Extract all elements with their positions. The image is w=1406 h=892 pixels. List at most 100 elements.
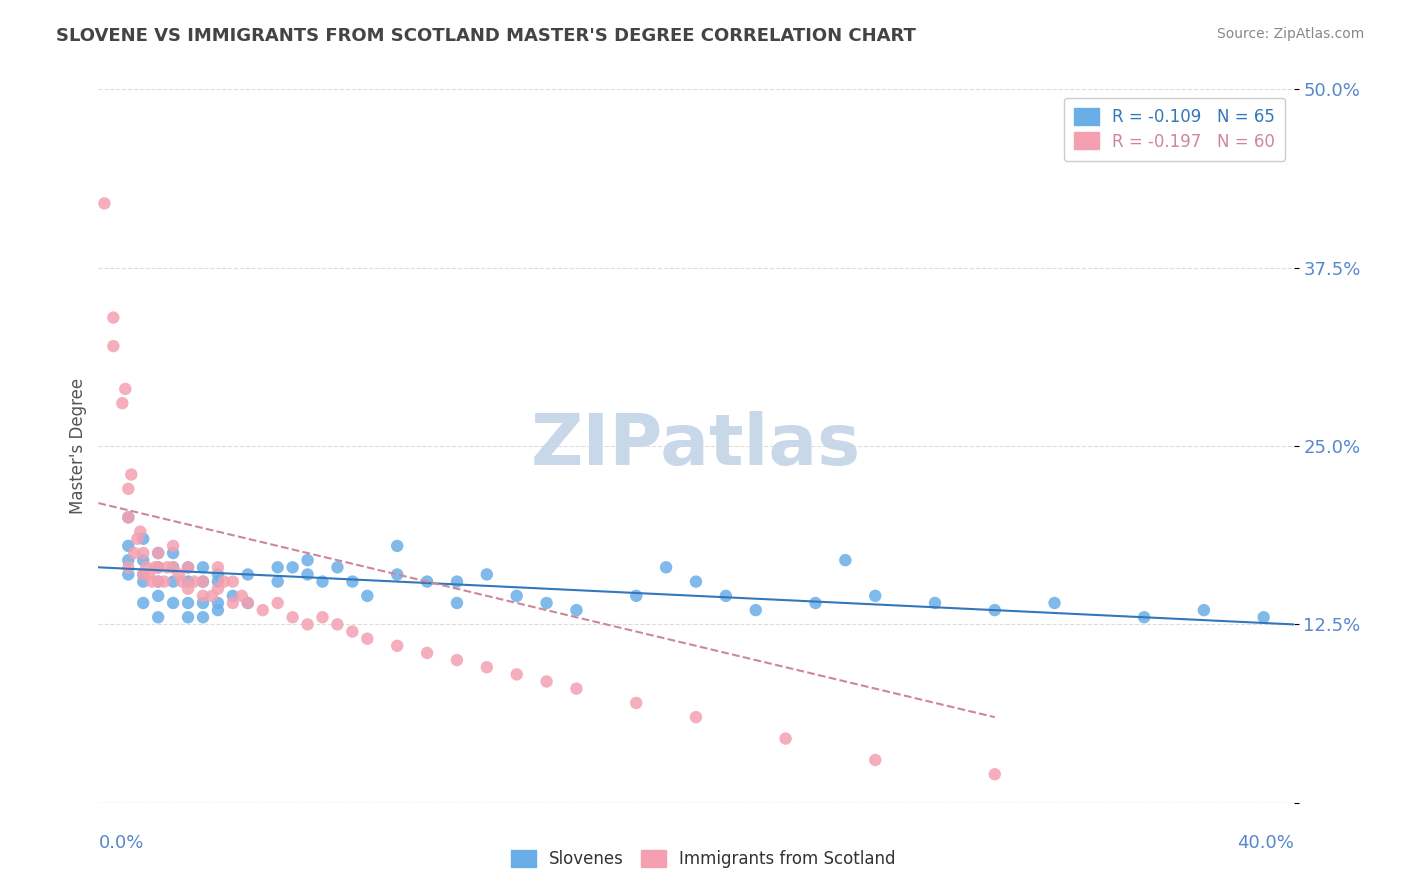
Point <box>183 574 205 589</box>
Point <box>167 567 190 582</box>
Point <box>162 596 184 610</box>
Point <box>342 624 364 639</box>
Text: 0.0%: 0.0% <box>98 834 143 852</box>
Point <box>834 553 856 567</box>
Point <box>983 603 1005 617</box>
Point <box>385 639 409 653</box>
Point <box>132 567 155 582</box>
Point <box>356 589 378 603</box>
Point <box>536 674 558 689</box>
Point <box>191 596 214 610</box>
Point <box>311 574 333 589</box>
Point <box>114 382 136 396</box>
Point <box>148 574 170 589</box>
Point <box>1253 610 1275 624</box>
Point <box>624 696 647 710</box>
Point <box>207 582 229 596</box>
Point <box>446 596 468 610</box>
Point <box>191 589 214 603</box>
Point <box>148 560 170 574</box>
Point <box>93 196 115 211</box>
Point <box>191 610 214 624</box>
Point <box>222 574 245 589</box>
Point <box>236 596 259 610</box>
Point <box>177 560 200 574</box>
Legend: R = -0.109   N = 65, R = -0.197   N = 60: R = -0.109 N = 65, R = -0.197 N = 60 <box>1064 97 1285 161</box>
Point <box>117 553 139 567</box>
Point <box>252 603 274 617</box>
Point <box>148 546 170 560</box>
Point <box>162 539 184 553</box>
Text: SLOVENE VS IMMIGRANTS FROM SCOTLAND MASTER'S DEGREE CORRELATION CHART: SLOVENE VS IMMIGRANTS FROM SCOTLAND MAST… <box>56 27 917 45</box>
Point <box>297 617 319 632</box>
Point <box>162 574 184 589</box>
Point <box>207 560 229 574</box>
Point <box>297 567 319 582</box>
Point <box>191 574 214 589</box>
Point <box>745 603 768 617</box>
Text: 40.0%: 40.0% <box>1237 834 1294 852</box>
Point <box>506 667 529 681</box>
Point <box>143 560 166 574</box>
Point <box>565 603 588 617</box>
Point <box>385 567 409 582</box>
Point <box>222 589 245 603</box>
Point <box>1192 603 1215 617</box>
Point <box>148 574 170 589</box>
Point <box>685 710 707 724</box>
Point <box>132 574 155 589</box>
Point <box>236 596 259 610</box>
Point <box>117 510 139 524</box>
Point <box>111 396 134 410</box>
Point <box>475 567 498 582</box>
Point <box>177 574 200 589</box>
Point <box>207 567 229 582</box>
Point <box>120 467 142 482</box>
Point <box>416 646 439 660</box>
Point <box>191 560 214 574</box>
Point <box>536 596 558 610</box>
Point <box>416 574 439 589</box>
Point <box>162 560 184 574</box>
Point <box>212 574 235 589</box>
Text: Source: ZipAtlas.com: Source: ZipAtlas.com <box>1216 27 1364 41</box>
Point <box>117 510 139 524</box>
Point <box>1043 596 1066 610</box>
Point <box>804 596 827 610</box>
Point <box>775 731 797 746</box>
Point <box>117 539 139 553</box>
Point <box>267 560 290 574</box>
Point <box>148 589 170 603</box>
Point <box>506 589 529 603</box>
Point <box>191 574 214 589</box>
Point <box>129 524 152 539</box>
Point <box>222 596 245 610</box>
Point <box>103 339 125 353</box>
Point <box>148 560 170 574</box>
Point <box>685 574 707 589</box>
Point <box>983 767 1005 781</box>
Point <box>714 589 737 603</box>
Point <box>124 546 146 560</box>
Point <box>865 589 887 603</box>
Point <box>924 596 946 610</box>
Point <box>207 574 229 589</box>
Point <box>356 632 378 646</box>
Point <box>132 532 155 546</box>
Point <box>156 560 179 574</box>
Point <box>446 574 468 589</box>
Point <box>281 610 304 624</box>
Point <box>342 574 364 589</box>
Point <box>326 617 349 632</box>
Point <box>624 589 647 603</box>
Point <box>311 610 333 624</box>
Point <box>236 567 259 582</box>
Point <box>132 553 155 567</box>
Point <box>153 574 176 589</box>
Point <box>565 681 588 696</box>
Point <box>117 567 139 582</box>
Point <box>117 482 139 496</box>
Point <box>655 560 678 574</box>
Point <box>207 596 229 610</box>
Point <box>103 310 125 325</box>
